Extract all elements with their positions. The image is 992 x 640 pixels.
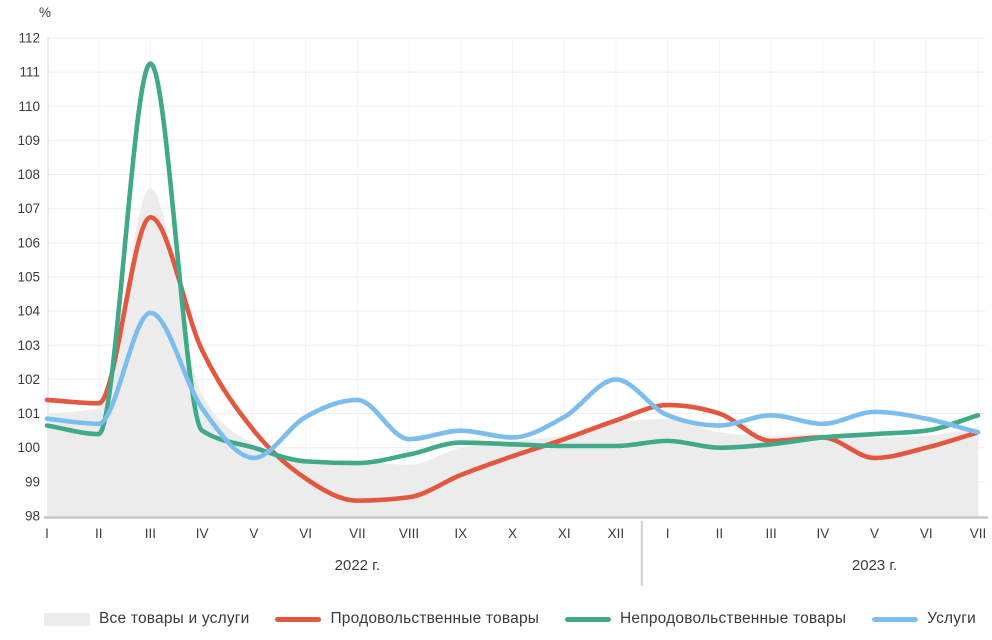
y-tick-label: 100	[17, 440, 40, 455]
series-line-2	[44, 61, 981, 466]
y-tick-label: 111	[19, 65, 40, 80]
legend-label-all-goods-services: Все товары и услуги	[99, 610, 250, 627]
y-tick-label: 99	[25, 474, 40, 489]
x-tick-label: II	[95, 526, 103, 541]
y-tick-label: 98	[25, 509, 40, 524]
line-swatch-icon	[275, 616, 322, 622]
x-tick-label: IX	[454, 526, 467, 541]
chart-canvas: % 98 99 100 101 102 103 104 105 106 107 108 109 110 11…	[17, 5, 988, 586]
y-tick-label: 105	[17, 270, 40, 285]
y-tick-label: 104	[17, 304, 40, 319]
year-label: 2023 г.	[852, 557, 897, 574]
x-tick-label: XI	[558, 526, 571, 541]
chart-legend: Все товары и услуги Продовольственные то…	[0, 603, 992, 635]
legend-item-services[interactable]: Услуги	[872, 610, 976, 628]
x-tick-label: I	[45, 526, 49, 541]
x-tick-label: II	[716, 526, 724, 541]
x-tick-label: XII	[608, 526, 625, 541]
line-swatch-icon	[565, 616, 612, 622]
y-tick-label: 109	[17, 133, 40, 148]
y-axis-unit-label: %	[39, 5, 51, 20]
line-swatch-icon	[872, 616, 919, 622]
legend-item-food-goods[interactable]: Продовольственные товары	[275, 610, 539, 628]
x-tick-label: IV	[816, 526, 829, 541]
legend-label-services: Услуги	[927, 610, 976, 627]
y-tick-label: 112	[18, 31, 40, 46]
x-tick-label: I	[666, 526, 670, 541]
year-label: 2022 г.	[335, 557, 380, 574]
legend-item-nonfood-goods[interactable]: Непродовольственные товары	[565, 610, 846, 628]
x-tick-label: VI	[299, 526, 312, 541]
y-tick-label: 107	[17, 201, 40, 216]
y-tick-label: 102	[17, 372, 40, 387]
x-tick-label: VI	[920, 526, 933, 541]
legend-label-nonfood-goods: Непродовольственные товары	[620, 610, 847, 627]
x-tick-label: III	[145, 526, 156, 541]
y-tick-label: 103	[17, 338, 40, 353]
x-tick-label: V	[870, 526, 879, 541]
y-tick-label: 108	[17, 167, 40, 182]
legend-label-food-goods: Продовольственные товары	[330, 610, 540, 627]
area-swatch-icon	[44, 612, 90, 626]
x-tick-label: X	[508, 526, 517, 541]
y-tick-label: 101	[17, 406, 40, 421]
x-tick-label: III	[765, 526, 776, 541]
x-tick-label: VII	[970, 526, 987, 541]
y-tick-label: 106	[17, 235, 40, 250]
y-tick-label: 110	[18, 99, 40, 114]
x-tick-label: VII	[349, 526, 366, 541]
x-tick-label: IV	[196, 526, 209, 541]
legend-item-all-goods-services[interactable]: Все товары и услуги	[44, 610, 250, 628]
x-tick-label: VIII	[399, 526, 419, 541]
x-tick-label: V	[249, 526, 258, 541]
series-line-3	[44, 310, 981, 461]
series-area-0	[47, 188, 978, 516]
